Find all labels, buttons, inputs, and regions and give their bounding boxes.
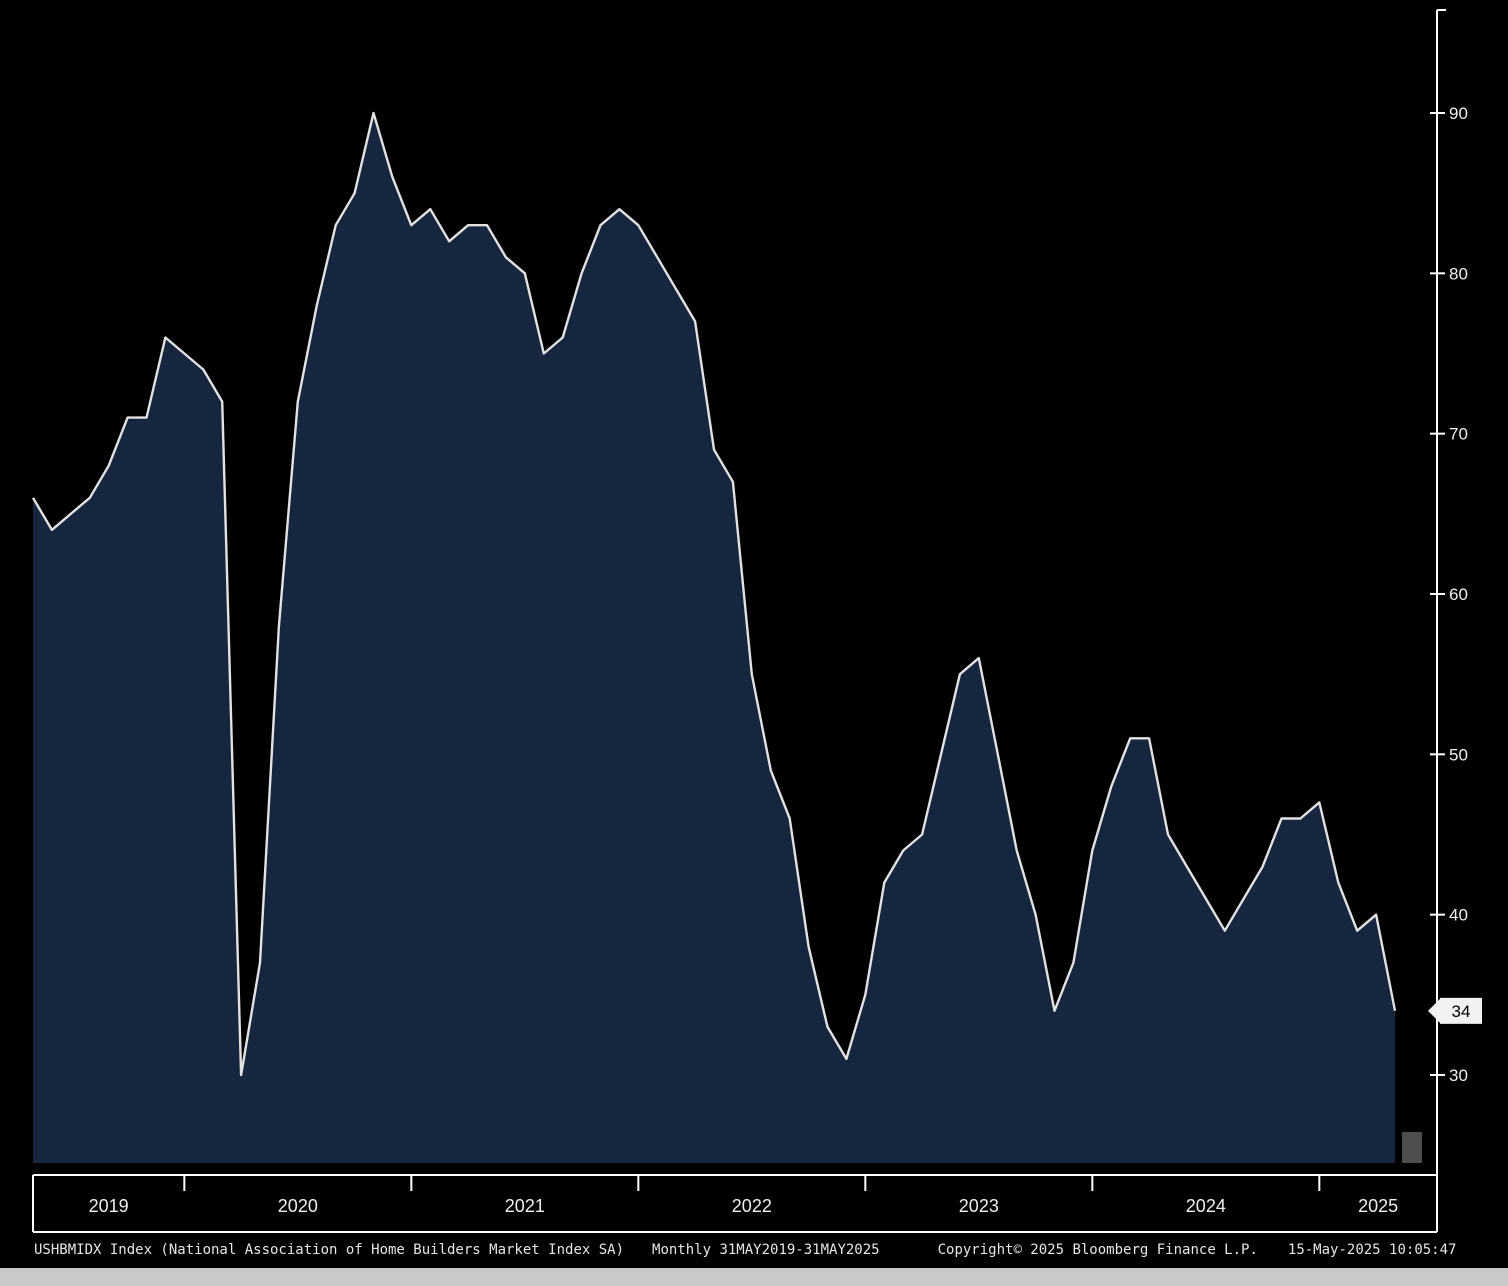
y-tick-label: 40 (1449, 906, 1468, 925)
y-tick-label: 70 (1449, 425, 1468, 444)
footer-bar: USHBMIDX Index (National Association of … (0, 1233, 1508, 1266)
last-value-label: 34 (1452, 1002, 1471, 1021)
y-tick-label: 50 (1449, 745, 1468, 764)
year-label: 2023 (959, 1196, 999, 1216)
year-label: 2021 (505, 1196, 545, 1216)
periodicity-range: Monthly 31MAY2019-31MAY2025 (652, 1241, 880, 1258)
price-line (31, 111, 1397, 1077)
last-value-badge (1440, 997, 1482, 1024)
year-label: 2024 (1186, 1196, 1226, 1216)
year-label: 2022 (732, 1196, 772, 1216)
bottom-strip (0, 1268, 1508, 1286)
index-description: USHBMIDX Index (National Association of … (34, 1241, 625, 1258)
year-label: 2019 (89, 1196, 129, 1216)
copyright-notice: Copyright© 2025 Bloomberg Finance L.P. (937, 1241, 1258, 1258)
last-value-arrow (1428, 998, 1440, 1023)
partial-period-marker (1402, 1132, 1422, 1163)
y-tick-label: 80 (1449, 264, 1468, 283)
area-fill (33, 113, 1395, 1163)
year-label: 2025 (1358, 1196, 1398, 1216)
y-tick-label: 60 (1449, 585, 1468, 604)
y-tick-label: 30 (1449, 1066, 1468, 1085)
timestamp: 15-May-2025 10:05:47 (1287, 1241, 1457, 1258)
year-label: 2020 (278, 1196, 318, 1216)
y-tick-label: 90 (1449, 104, 1468, 123)
